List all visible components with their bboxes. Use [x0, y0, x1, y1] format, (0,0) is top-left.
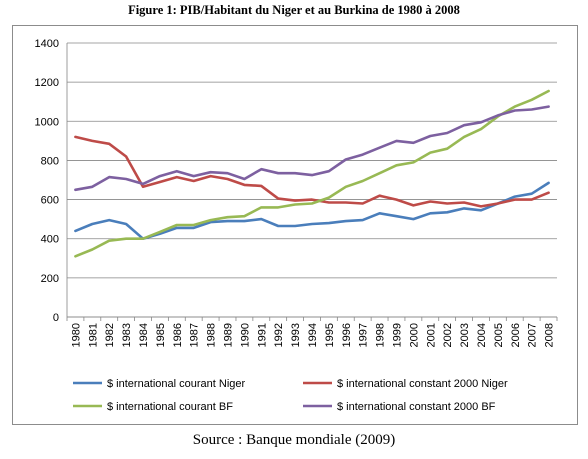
x-tick-label: 2005 [493, 323, 505, 347]
gridlines [67, 42, 557, 318]
y-tick-label: 200 [41, 273, 59, 285]
legend-label: $ international constant 2000 Niger [337, 378, 508, 390]
x-tick-label: 1999 [391, 323, 403, 347]
x-tick-label: 1989 [223, 323, 235, 347]
x-tick-label: 2006 [510, 323, 522, 347]
x-tick-label: 2008 [544, 323, 556, 347]
x-tick-label: 1997 [358, 323, 370, 347]
x-tick-label: 2001 [425, 323, 437, 347]
legend-label: $ international constant 2000 BF [337, 401, 496, 413]
x-tick-label: 1983 [121, 323, 133, 347]
x-tick-label: 2002 [442, 323, 454, 347]
legend-label: $ international courant BF [107, 401, 233, 413]
x-tick-label: 2003 [459, 323, 471, 347]
x-tick-label: 1993 [290, 323, 302, 347]
x-tick-label: 2007 [527, 323, 539, 347]
x-tick-label: 1982 [104, 323, 116, 347]
y-tick-label: 1400 [35, 38, 59, 50]
y-tick-label: 1000 [35, 116, 59, 128]
x-tick-label: 1991 [256, 323, 268, 347]
x-tick-label: 1998 [375, 323, 387, 347]
series-line [74, 89, 550, 258]
legend: $ international courant Niger $ internati… [73, 378, 508, 413]
x-tick-label: 1994 [307, 323, 319, 347]
x-tick-label: 2004 [476, 323, 488, 347]
y-tick-label: 0 [53, 312, 59, 324]
series-line [74, 181, 550, 240]
series-line [74, 135, 550, 208]
y-tick-label: 600 [41, 195, 59, 207]
x-tick-label: 1981 [87, 323, 99, 347]
x-tick-label: 1984 [138, 323, 150, 347]
y-tick-label: 800 [41, 155, 59, 167]
series-lines [74, 89, 550, 258]
x-tick-label: 1992 [273, 323, 285, 347]
x-tick-label: 1995 [324, 323, 336, 347]
legend-label: $ international courant Niger [107, 378, 246, 390]
axes: 0 200 400 600 800 1000 1200 1400 1980 1981 1982 198… [35, 38, 558, 347]
x-tick-label: 1986 [172, 323, 184, 347]
x-tick-label: 2000 [408, 323, 420, 347]
figure-title: Figure 1: PIB/Habitant du Niger et au Bu… [128, 3, 460, 17]
x-tick-label: 1996 [341, 323, 353, 347]
y-tick-label: 1200 [35, 77, 59, 89]
x-tick-label: 1985 [155, 323, 167, 347]
x-tick-label: 1990 [239, 323, 251, 347]
y-tick-label: 400 [41, 234, 59, 246]
x-tick-label: 1980 [70, 323, 82, 347]
x-tick-label: 1987 [189, 323, 201, 347]
source-caption: Source : Banque mondiale (2009) [192, 432, 396, 448]
series-line [74, 105, 550, 192]
x-tick-label: 1988 [206, 323, 218, 347]
